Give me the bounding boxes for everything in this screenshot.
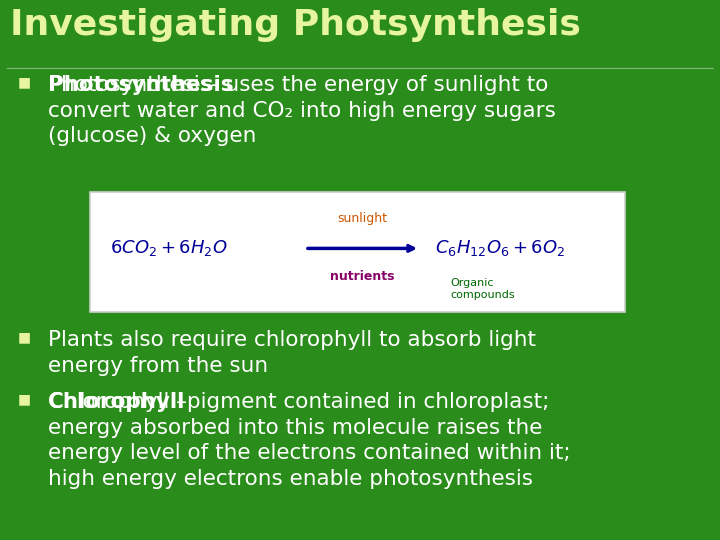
Text: Investigating Photsynthesis: Investigating Photsynthesis bbox=[10, 8, 581, 42]
Text: ■: ■ bbox=[18, 392, 31, 406]
FancyBboxPatch shape bbox=[90, 192, 625, 312]
Text: ■: ■ bbox=[18, 75, 31, 89]
Text: Plants also require chlorophyll to absorb light
energy from the sun: Plants also require chlorophyll to absor… bbox=[48, 330, 536, 376]
Text: Organic
compounds: Organic compounds bbox=[450, 279, 515, 300]
Text: Photosynthesis- uses the energy of sunlight to
convert water and CO₂ into high e: Photosynthesis- uses the energy of sunli… bbox=[48, 75, 556, 146]
Text: $C_6H_{12}O_6 + 6O_2$: $C_6H_{12}O_6 + 6O_2$ bbox=[435, 238, 565, 259]
Text: sunlight: sunlight bbox=[338, 212, 387, 225]
Text: ■: ■ bbox=[18, 330, 31, 344]
Text: Photosynthesis: Photosynthesis bbox=[48, 75, 233, 95]
Text: $6CO_2 + 6H_2O$: $6CO_2 + 6H_2O$ bbox=[110, 238, 228, 259]
Text: Chlorophyll: Chlorophyll bbox=[48, 392, 185, 412]
Text: Chlorophyll –pigment contained in chloroplast;
energy absorbed into this molecul: Chlorophyll –pigment contained in chloro… bbox=[48, 392, 571, 489]
Text: nutrients: nutrients bbox=[330, 270, 395, 283]
